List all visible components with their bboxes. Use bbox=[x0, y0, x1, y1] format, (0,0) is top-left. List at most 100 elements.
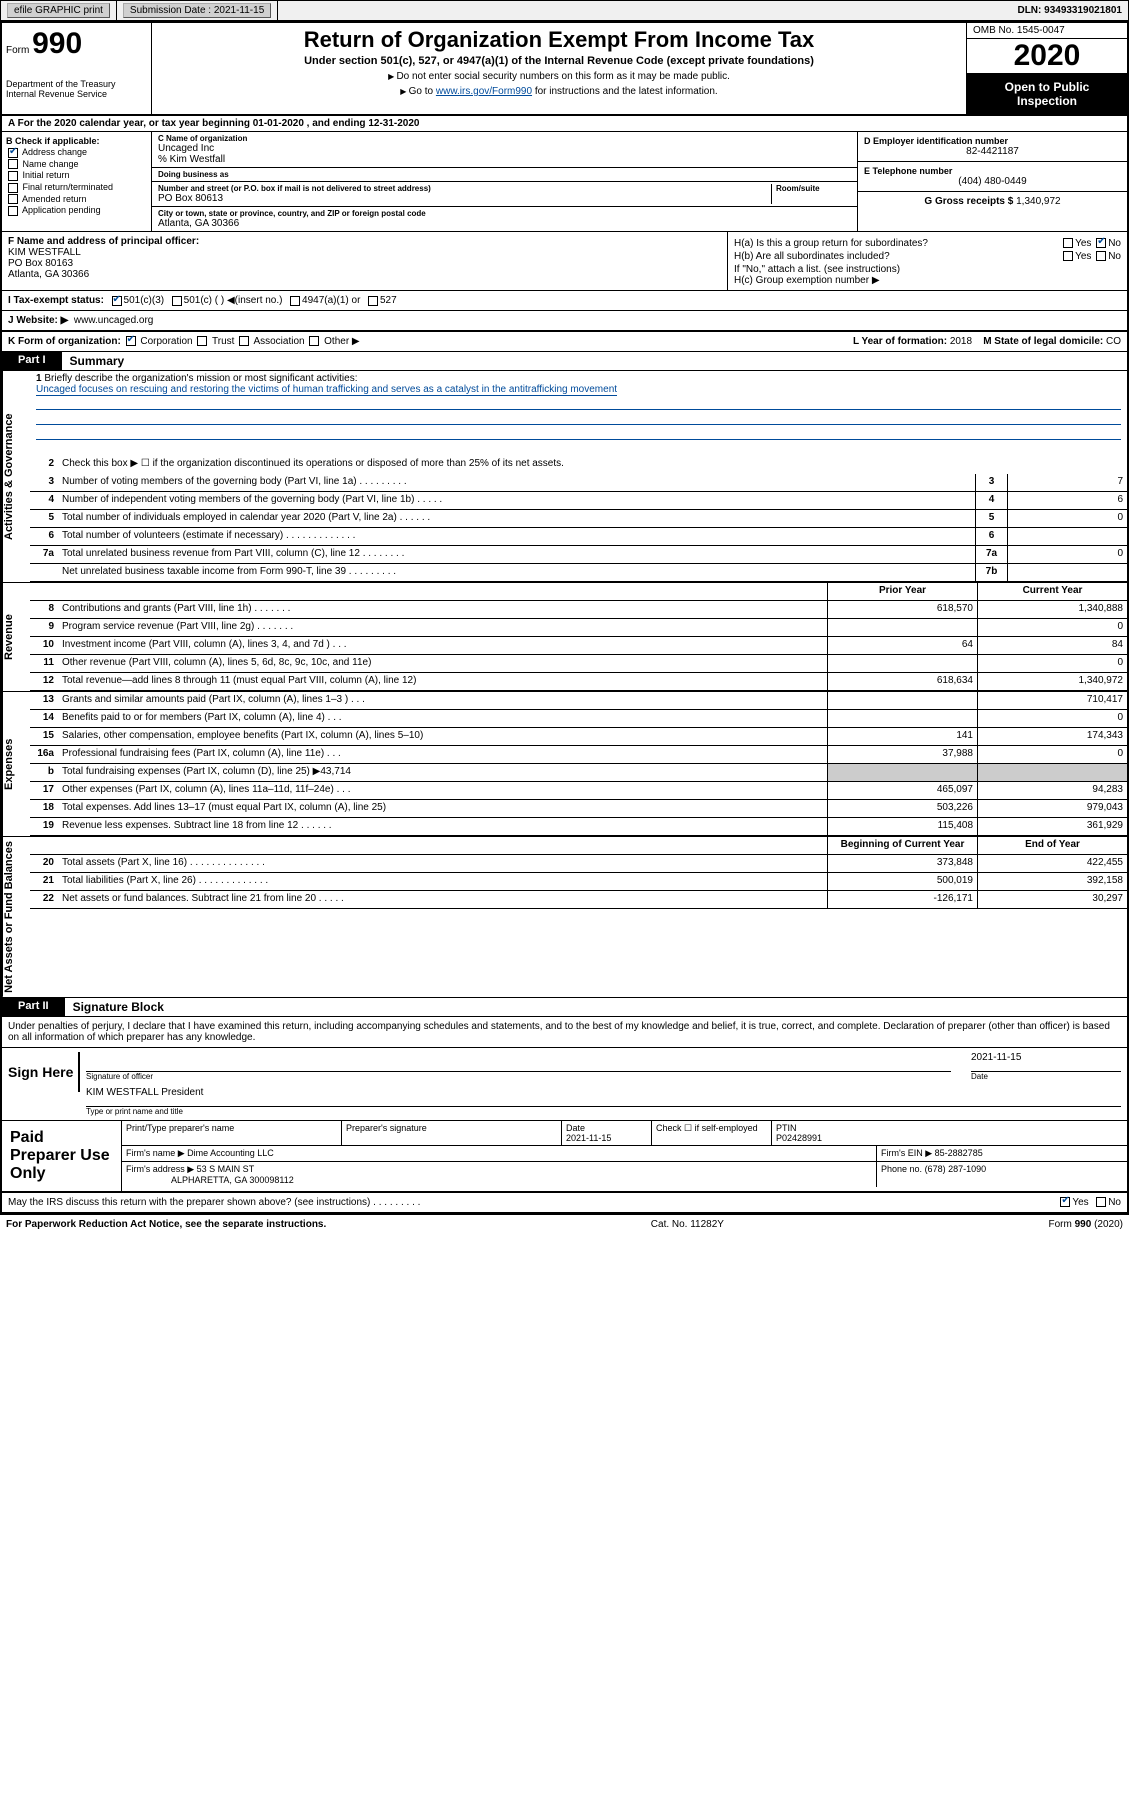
chk-initial-return[interactable] bbox=[8, 171, 18, 181]
section-b-checkboxes: B Check if applicable: Address change Na… bbox=[2, 132, 152, 231]
chk-ha-no[interactable] bbox=[1096, 238, 1106, 248]
chk-other[interactable] bbox=[309, 336, 319, 346]
dln-label: DLN: 93493319021801 bbox=[1011, 3, 1128, 18]
form-title: Return of Organization Exempt From Incom… bbox=[160, 27, 958, 53]
row-k-formation: K Form of organization: Corporation Trus… bbox=[2, 332, 1127, 352]
sign-here-label: Sign Here bbox=[8, 1052, 78, 1116]
chk-corp[interactable] bbox=[126, 336, 136, 346]
summary-line: 18Total expenses. Add lines 13–17 (must … bbox=[30, 800, 1127, 818]
summary-line: 11Other revenue (Part VIII, column (A), … bbox=[30, 655, 1127, 673]
summary-line: 4Number of independent voting members of… bbox=[30, 492, 1127, 510]
chk-discuss-yes[interactable] bbox=[1060, 1197, 1070, 1207]
chk-hb-no[interactable] bbox=[1096, 251, 1106, 261]
org-street: PO Box 80613 bbox=[158, 193, 771, 204]
summary-line: 9Program service revenue (Part VIII, lin… bbox=[30, 619, 1127, 637]
top-toolbar: efile GRAPHIC print Submission Date : 20… bbox=[0, 0, 1129, 21]
section-f-officer: F Name and address of principal officer:… bbox=[2, 232, 727, 290]
firm-name: Dime Accounting LLC bbox=[187, 1148, 274, 1158]
instr-ssn: Do not enter social security numbers on … bbox=[160, 71, 958, 82]
chk-discuss-no[interactable] bbox=[1096, 1197, 1106, 1207]
summary-line: 15Salaries, other compensation, employee… bbox=[30, 728, 1127, 746]
summary-line: 13Grants and similar amounts paid (Part … bbox=[30, 692, 1127, 710]
chk-name-change[interactable] bbox=[8, 159, 18, 169]
vstrip-revenue: Revenue bbox=[2, 583, 30, 691]
org-city: Atlanta, GA 30366 bbox=[158, 218, 851, 229]
summary-line: 8Contributions and grants (Part VIII, li… bbox=[30, 601, 1127, 619]
form-subtitle: Under section 501(c), 527, or 4947(a)(1)… bbox=[160, 55, 958, 67]
col-current-year: Current Year bbox=[977, 583, 1127, 600]
mission-text: Uncaged focuses on rescuing and restorin… bbox=[36, 384, 617, 396]
chk-501c3[interactable] bbox=[112, 296, 122, 306]
chk-assoc[interactable] bbox=[239, 336, 249, 346]
summary-line: 7aTotal unrelated business revenue from … bbox=[30, 546, 1127, 564]
chk-amended[interactable] bbox=[8, 194, 18, 204]
chk-ha-yes[interactable] bbox=[1063, 238, 1073, 248]
vstrip-governance: Activities & Governance bbox=[2, 371, 30, 582]
summary-line: 19Revenue less expenses. Subtract line 1… bbox=[30, 818, 1127, 836]
summary-line: 22Net assets or fund balances. Subtract … bbox=[30, 891, 1127, 909]
phone-label: E Telephone number bbox=[864, 166, 1121, 176]
summary-line: 6Total number of volunteers (estimate if… bbox=[30, 528, 1127, 546]
chk-hb-yes[interactable] bbox=[1063, 251, 1073, 261]
discuss-row: May the IRS discuss this return with the… bbox=[2, 1193, 1127, 1212]
dept-treasury: Department of the Treasury bbox=[6, 79, 147, 89]
sig-date: 2021-11-15 bbox=[971, 1052, 1121, 1072]
chk-application-pending[interactable] bbox=[8, 206, 18, 216]
chk-527[interactable] bbox=[368, 296, 378, 306]
vstrip-expenses: Expenses bbox=[2, 692, 30, 836]
officer-name: KIM WESTFALL bbox=[8, 247, 81, 258]
chk-trust[interactable] bbox=[197, 336, 207, 346]
summary-line: 5Total number of individuals employed in… bbox=[30, 510, 1127, 528]
gross-value: 1,340,972 bbox=[1016, 196, 1061, 207]
cat-no: Cat. No. 11282Y bbox=[651, 1219, 724, 1230]
section-d-ein: D Employer identification number 82-4421… bbox=[857, 132, 1127, 231]
omb-number: OMB No. 1545-0047 bbox=[967, 23, 1127, 39]
efile-print-button[interactable]: efile GRAPHIC print bbox=[7, 3, 110, 18]
year-formation: 2018 bbox=[950, 336, 972, 347]
vstrip-netassets: Net Assets or Fund Balances bbox=[2, 837, 30, 997]
tax-year: 2020 bbox=[967, 39, 1127, 74]
col-eoy: End of Year bbox=[977, 837, 1127, 854]
section-c-org: C Name of organization Uncaged Inc % Kim… bbox=[152, 132, 857, 231]
col-boy: Beginning of Current Year bbox=[827, 837, 977, 854]
summary-line: 10Investment income (Part VIII, column (… bbox=[30, 637, 1127, 655]
row-j-website: J Website: ▶ www.uncaged.org bbox=[2, 311, 1127, 332]
paid-preparer-block: Paid Preparer Use Only Print/Type prepar… bbox=[2, 1121, 1127, 1193]
org-careof: % Kim Westfall bbox=[158, 154, 851, 165]
gross-label: G Gross receipts $ bbox=[924, 196, 1013, 207]
summary-line: 3Number of voting members of the governi… bbox=[30, 474, 1127, 492]
summary-line: 16aProfessional fundraising fees (Part I… bbox=[30, 746, 1127, 764]
section-h-group: H(a) Is this a group return for subordin… bbox=[727, 232, 1127, 290]
chk-4947[interactable] bbox=[290, 296, 300, 306]
public-inspection: Open to PublicInspection bbox=[967, 74, 1127, 114]
summary-line: Net unrelated business taxable income fr… bbox=[30, 564, 1127, 582]
part-ii-header: Part II Signature Block bbox=[2, 998, 1127, 1017]
chk-final-return[interactable] bbox=[8, 183, 18, 193]
form-number: 990 bbox=[32, 27, 82, 60]
prep-phone: (678) 287-1090 bbox=[925, 1164, 987, 1174]
part-i-header: Part I Summary bbox=[2, 352, 1127, 371]
summary-line: 17Other expenses (Part IX, column (A), l… bbox=[30, 782, 1127, 800]
firm-ein: 85-2882785 bbox=[935, 1148, 983, 1158]
summary-line: 14Benefits paid to or for members (Part … bbox=[30, 710, 1127, 728]
summary-line: 20Total assets (Part X, line 16) . . . .… bbox=[30, 855, 1127, 873]
instr-goto: Go to www.irs.gov/Form990 for instructio… bbox=[160, 86, 958, 97]
chk-501c[interactable] bbox=[172, 296, 182, 306]
summary-line: bTotal fundraising expenses (Part IX, co… bbox=[30, 764, 1127, 782]
row-a-taxyear: A For the 2020 calendar year, or tax yea… bbox=[2, 116, 1127, 132]
org-name: Uncaged Inc bbox=[158, 143, 851, 154]
form-prefix: Form bbox=[6, 45, 29, 56]
submission-date-button[interactable]: Submission Date : 2021-11-15 bbox=[123, 3, 271, 18]
officer-print-name: KIM WESTFALL President bbox=[86, 1087, 1121, 1107]
col-prior-year: Prior Year bbox=[827, 583, 977, 600]
summary-line: 12Total revenue—add lines 8 through 11 (… bbox=[30, 673, 1127, 691]
row-i-tax-status: I Tax-exempt status: 501(c)(3) 501(c) ( … bbox=[2, 291, 1127, 311]
chk-address-change[interactable] bbox=[8, 148, 18, 158]
ptin-value: P02428991 bbox=[776, 1133, 1123, 1143]
ein-value: 82-4421187 bbox=[864, 146, 1121, 157]
perjury-statement: Under penalties of perjury, I declare th… bbox=[2, 1017, 1127, 1048]
state-domicile: CO bbox=[1106, 336, 1121, 347]
dept-irs: Internal Revenue Service bbox=[6, 89, 147, 99]
paperwork-notice: For Paperwork Reduction Act Notice, see … bbox=[6, 1219, 326, 1230]
form990-link[interactable]: www.irs.gov/Form990 bbox=[436, 86, 532, 97]
